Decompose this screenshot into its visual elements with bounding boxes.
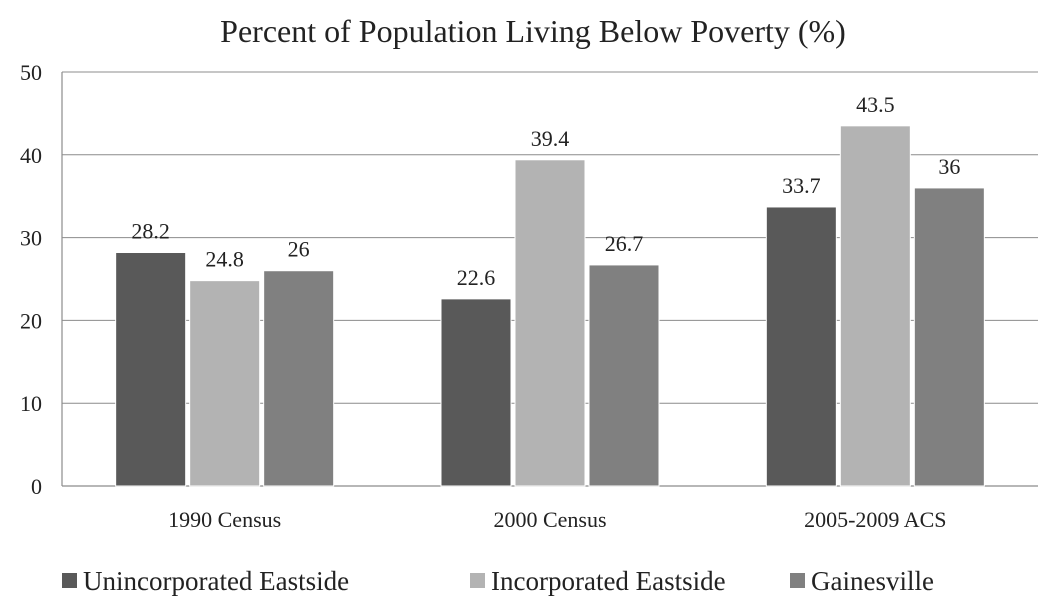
data-label: 43.5 <box>856 92 895 117</box>
y-tick-label: 0 <box>31 474 42 499</box>
legend-swatch <box>470 573 485 588</box>
bars <box>115 125 985 487</box>
legend-label: Gainesville <box>811 566 934 596</box>
legend-label: Incorporated Eastside <box>491 566 726 596</box>
data-labels: 28.2 24.8 26 22.6 39.4 26.7 33.7 43.5 36 <box>131 92 960 290</box>
legend-swatch <box>790 573 805 588</box>
y-axis-ticks: 0 10 20 30 40 50 <box>20 60 42 499</box>
data-label: 24.8 <box>205 247 244 272</box>
data-label: 36 <box>938 154 960 179</box>
bar <box>263 270 335 487</box>
x-axis-categories: 1990 Census 2000 Census 2005-2009 ACS <box>168 507 946 532</box>
data-label: 26 <box>288 237 310 262</box>
x-category-label: 2005-2009 ACS <box>804 507 946 532</box>
bar <box>913 187 985 487</box>
data-label: 22.6 <box>457 265 496 290</box>
legend: Unincorporated Eastside Incorporated East… <box>62 566 934 596</box>
data-label: 28.2 <box>131 219 170 244</box>
legend-swatch <box>62 573 77 588</box>
y-tick-label: 10 <box>20 391 42 416</box>
x-category-label: 2000 Census <box>493 507 606 532</box>
x-category-label: 1990 Census <box>168 507 281 532</box>
bar <box>588 264 660 487</box>
bar <box>189 280 261 487</box>
bar <box>115 252 187 487</box>
data-label: 33.7 <box>782 173 821 198</box>
y-tick-label: 20 <box>20 308 42 333</box>
bar <box>514 159 586 487</box>
bar <box>440 298 512 487</box>
data-label: 26.7 <box>605 231 644 256</box>
bar <box>765 206 837 487</box>
y-tick-label: 30 <box>20 226 42 251</box>
chart-title: Percent of Population Living Below Pover… <box>220 13 846 49</box>
data-label: 39.4 <box>531 126 570 151</box>
legend-label: Unincorporated Eastside <box>83 566 349 596</box>
bar <box>839 125 911 487</box>
y-tick-label: 40 <box>20 143 42 168</box>
y-tick-label: 50 <box>20 60 42 85</box>
